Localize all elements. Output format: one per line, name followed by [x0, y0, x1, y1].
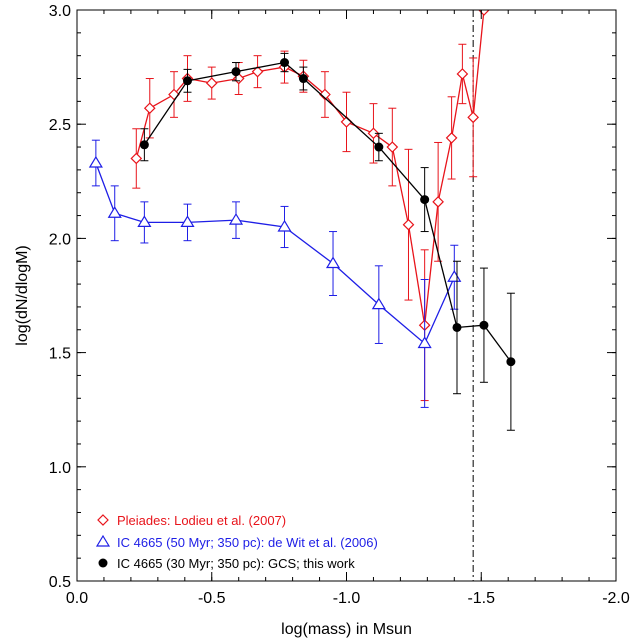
legend-marker-ic4665-gcs-circle [98, 558, 108, 568]
axes-layer: 0.0 -0.5 -1.0 -1.5 -2.0 0.5 1.0 1.5 2.0 2.5 3.0 [49, 3, 630, 607]
data-point-circle [479, 320, 489, 330]
data-point-triangle [371, 297, 386, 310]
data-point-triangle [228, 212, 244, 225]
x-tick-label: -1.5 [467, 590, 495, 607]
data-point-circle [231, 67, 241, 77]
data-point-circle [374, 142, 384, 152]
legend-label-ic4665-gcs: IC 4665 (30 Myr; 350 pc): GCS; this work [117, 556, 355, 571]
legend-marker-ic4665-dewit-triangle [95, 534, 111, 547]
data-point-diamond [402, 218, 415, 231]
y-axis-title: log(dN/dlogM) [14, 245, 31, 345]
data-point-diamond [205, 77, 218, 89]
data-point-diamond [367, 127, 380, 140]
x-tick-label: 0.0 [66, 590, 88, 607]
data-point-circle [182, 76, 192, 86]
y-tick-label: 1.0 [49, 460, 71, 477]
data-point-triangle [325, 256, 341, 269]
x-tick-label: -1.0 [333, 590, 361, 607]
legend-item-pleiades: Pleiades: Lodieu et al. (2007) [97, 513, 286, 528]
data-point-diamond [456, 68, 469, 80]
data-point-triangle [88, 155, 103, 168]
series-ic4665-dewit [88, 139, 462, 408]
x-tick-label: -0.5 [198, 590, 226, 607]
y-tick-label: 3.0 [49, 3, 71, 20]
data-point-triangle [107, 206, 122, 218]
series-line-ic4665-gcs [143, 61, 512, 363]
data-point-triangle [180, 215, 195, 228]
series-ic4665-gcs [139, 52, 516, 431]
data-point-diamond [445, 132, 458, 144]
y-tick-label: 2.0 [49, 231, 71, 248]
data-point-circle [139, 140, 149, 150]
data-point-diamond [143, 102, 156, 115]
data-point-triangle [417, 336, 432, 349]
data-point-circle [420, 195, 430, 205]
series-line-ic4665-dewit [95, 162, 455, 345]
legend: Pleiades: Lodieu et al. (2007) IC 4665 (… [95, 513, 378, 571]
series-pleiades [130, 10, 490, 402]
data-point-circle [452, 322, 462, 332]
y-tick-label: 2.5 [49, 117, 71, 134]
data-point-triangle [137, 215, 152, 228]
series-line-pleiades [135, 10, 485, 326]
data-point-circle [280, 58, 290, 68]
legend-item-ic4665-gcs: IC 4665 (30 Myr; 350 pc): GCS; this work [98, 556, 355, 571]
data-point-diamond [130, 152, 143, 165]
legend-marker-pleiades-diamond [97, 514, 109, 526]
data-point-diamond [251, 65, 264, 78]
series-layer [88, 10, 516, 581]
y-tick-label: 0.5 [49, 574, 71, 591]
data-point-triangle [447, 270, 462, 282]
data-point-triangle [277, 219, 292, 232]
legend-item-ic4665-dewit: IC 4665 (50 Myr; 350 pc): de Wit et al. … [95, 534, 378, 550]
x-axis-title: log(mass) in Msun [281, 621, 412, 638]
data-point-diamond [432, 196, 444, 208]
data-point-diamond [386, 141, 399, 153]
data-point-circle [506, 357, 516, 367]
legend-label-ic4665-dewit: IC 4665 (50 Myr; 350 pc): de Wit et al. … [117, 535, 378, 550]
data-point-circle [298, 74, 308, 84]
legend-label-pleiades: Pleiades: Lodieu et al. (2007) [117, 513, 286, 528]
data-point-diamond [467, 111, 480, 124]
x-tick-label: -2.0 [602, 590, 630, 607]
y-tick-label: 1.5 [49, 346, 71, 363]
data-point-diamond [319, 88, 331, 101]
